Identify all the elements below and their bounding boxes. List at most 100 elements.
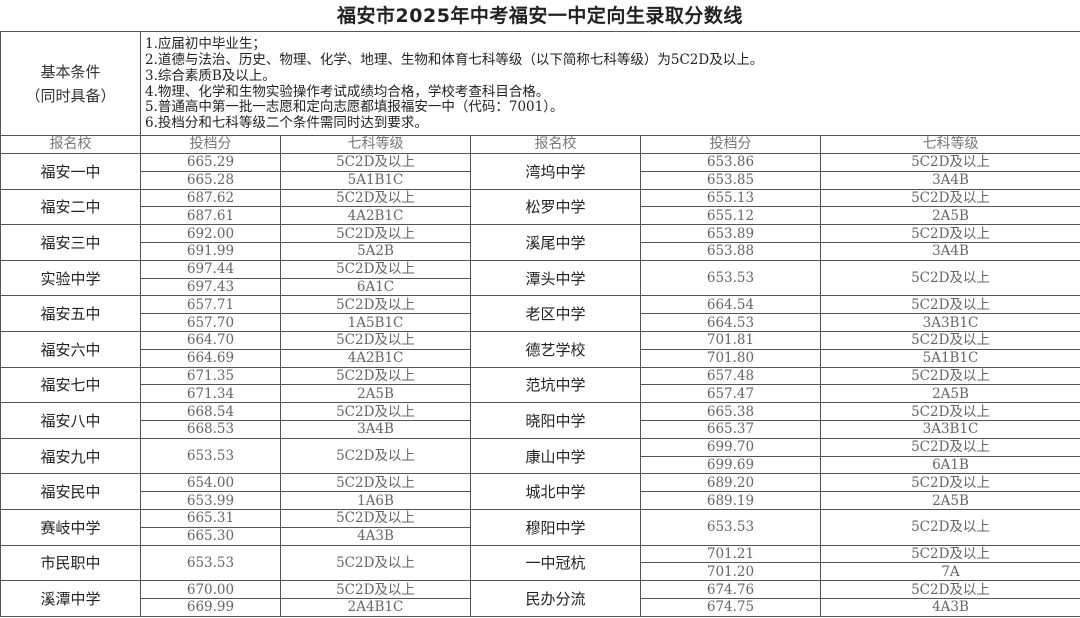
grade-cell: 2A5B <box>280 384 471 404</box>
table-row: 671.34 2A5B 657.47 2A5B <box>1 384 1080 404</box>
header-grade: 七科等级 <box>280 135 471 154</box>
condition-item: 1.应届初中毕业生； <box>145 36 266 53</box>
score-cell: 653.53 <box>140 437 281 475</box>
grade-cell: 5C2D及以上 <box>280 366 471 386</box>
score-cell: 671.34 <box>140 384 281 404</box>
header-school: 报名校 <box>0 135 141 154</box>
score-cell: 674.76 <box>640 580 821 599</box>
score-cell: 691.99 <box>140 241 281 261</box>
school-name: 穆阳中学 <box>470 508 641 546</box>
grade-cell: 5C2D及以上 <box>819 153 1080 172</box>
score-cell: 665.31 <box>140 508 281 528</box>
table-row: 溪潭中学 670.00 5C2D及以上 民办分流 674.76 5C2D及以上 <box>0 580 1080 617</box>
grade-cell: 5C2D及以上 <box>280 224 471 243</box>
table-row: 赛岐中学 665.31 5C2D及以上 穆阳中学 653.53 5C2D及以上 <box>0 508 1080 546</box>
school-name: 一中冠杭 <box>470 544 641 582</box>
table-row: 福安六中 664.70 5C2D及以上 德艺学校 701.81 5C2D及以上 <box>0 330 1080 368</box>
school-name: 福安七中 <box>0 366 141 404</box>
score-cell: 665.38 <box>640 402 821 421</box>
grade-cell: 3A3B1C <box>819 313 1080 332</box>
table-row: 653.99 1A6B 689.19 2A5B <box>1 491 1080 510</box>
grade-cell: 3A4B <box>280 419 471 439</box>
school-name: 福安六中 <box>0 330 141 368</box>
table-row: 701.20 7A <box>1 562 1080 582</box>
condition-item: 6.投档分和七科等级二个条件需同时达到要求。 <box>145 115 428 132</box>
table-row: 福安七中 671.35 5C2D及以上 范坑中学 657.48 5C2D及以上 <box>0 366 1080 404</box>
school-name: 晓阳中学 <box>470 402 641 439</box>
score-cell: 697.44 <box>140 259 281 279</box>
table-row: 福安民中 654.00 5C2D及以上 城北中学 689.20 5C2D及以上 <box>0 473 1080 510</box>
table-row: 市民职中 653.53 5C2D及以上 一中冠杭 701.21 5C2D及以上 <box>0 544 1080 582</box>
grade-cell: 5C2D及以上 <box>819 402 1080 421</box>
grade-cell: 5A1B1C <box>280 170 471 190</box>
grade-cell: 5C2D及以上 <box>819 224 1080 243</box>
grade-cell: 3A3B1C <box>819 419 1080 439</box>
score-cell: 699.69 <box>640 455 821 475</box>
grade-cell: 5C2D及以上 <box>280 437 471 475</box>
school-name: 福安二中 <box>0 188 141 226</box>
grade-cell: 5C2D及以上 <box>819 330 1080 350</box>
school-name: 福安九中 <box>0 437 141 475</box>
grade-cell: 5C2D及以上 <box>280 544 471 582</box>
grade-cell: 5C2D及以上 <box>280 508 471 528</box>
score-cell: 671.35 <box>140 366 281 386</box>
school-name: 城北中学 <box>470 473 641 510</box>
table-row: 福安九中 653.53 5C2D及以上 康山中学 699.70 5C2D及以上 <box>0 437 1080 475</box>
score-cell: 653.86 <box>640 153 821 172</box>
grade-cell: 5A2B <box>280 241 471 261</box>
grade-cell: 4A2B1C <box>280 348 471 368</box>
conditions-label: 基本条件 （同时具备） <box>0 31 141 136</box>
score-cell: 664.69 <box>140 348 281 368</box>
score-cell: 670.00 <box>140 580 281 599</box>
school-name: 康山中学 <box>470 437 641 475</box>
score-cell: 664.53 <box>640 313 821 332</box>
grade-cell: 5C2D及以上 <box>819 508 1080 546</box>
score-cell: 653.85 <box>640 170 821 190</box>
grade-cell: 5C2D及以上 <box>819 259 1080 297</box>
grade-cell: 5C2D及以上 <box>819 437 1080 457</box>
score-cell: 692.00 <box>140 224 281 243</box>
conditions-list: 1.应届初中毕业生； 2.道德与法治、历史、物理、化学、地理、生物和体育七科等级… <box>139 31 1080 136</box>
score-cell: 668.53 <box>140 419 281 439</box>
score-cell: 665.37 <box>640 419 821 439</box>
grade-cell: 5C2D及以上 <box>819 366 1080 386</box>
school-name: 福安五中 <box>0 295 141 332</box>
table-row: 664.69 4A2B1C 701.80 5A1B1C <box>1 348 1080 368</box>
grade-cell: 5C2D及以上 <box>280 153 471 172</box>
school-name: 老区中学 <box>470 295 641 332</box>
score-cell: 701.81 <box>640 330 821 350</box>
grade-cell: 5C2D及以上 <box>280 259 471 279</box>
grade-cell: 6A1C <box>280 277 471 297</box>
score-cell: 665.29 <box>140 153 281 172</box>
grade-cell: 1A6B <box>280 491 471 510</box>
condition-item: 5.普通高中第一批一志愿和定向志愿都填报福安一中（代码：7001）。 <box>145 99 564 116</box>
school-name: 溪尾中学 <box>470 224 641 261</box>
table-row: 691.99 5A2B 653.88 3A4B <box>1 241 1080 261</box>
school-name: 福安民中 <box>0 473 141 510</box>
score-cell: 653.99 <box>140 491 281 510</box>
school-name: 福安一中 <box>0 153 141 190</box>
score-cell: 697.43 <box>140 277 281 297</box>
score-cell: 664.54 <box>640 295 821 315</box>
table-row: 福安八中 668.54 5C2D及以上 晓阳中学 665.38 5C2D及以上 <box>0 402 1080 439</box>
table-row: 669.99 2A4B1C 674.75 4A3B <box>1 597 1080 617</box>
school-name: 湾坞中学 <box>470 153 641 190</box>
table-row: 福安一中 665.29 5C2D及以上 湾坞中学 653.86 5C2D及以上 <box>0 153 1080 190</box>
grade-cell: 4A3B <box>819 597 1080 617</box>
score-cell: 657.70 <box>140 313 281 332</box>
grade-cell: 4A2B1C <box>280 206 471 226</box>
score-cell: 668.54 <box>140 402 281 421</box>
school-name: 福安八中 <box>0 402 141 439</box>
grade-cell: 5C2D及以上 <box>819 544 1080 564</box>
table-row: 665.30 4A3B <box>1 526 1080 546</box>
grade-cell: 1A5B1C <box>280 313 471 332</box>
grade-cell: 2A5B <box>819 384 1080 404</box>
table-row: 福安三中 692.00 5C2D及以上 溪尾中学 653.89 5C2D及以上 <box>0 224 1080 261</box>
school-name: 松罗中学 <box>470 188 641 226</box>
score-cell: 701.21 <box>640 544 821 564</box>
score-cell: 664.70 <box>140 330 281 350</box>
grade-cell: 2A5B <box>819 491 1080 510</box>
school-name: 德艺学校 <box>470 330 641 368</box>
score-cell: 689.19 <box>640 491 821 510</box>
header-score: 投档分 <box>140 135 281 154</box>
